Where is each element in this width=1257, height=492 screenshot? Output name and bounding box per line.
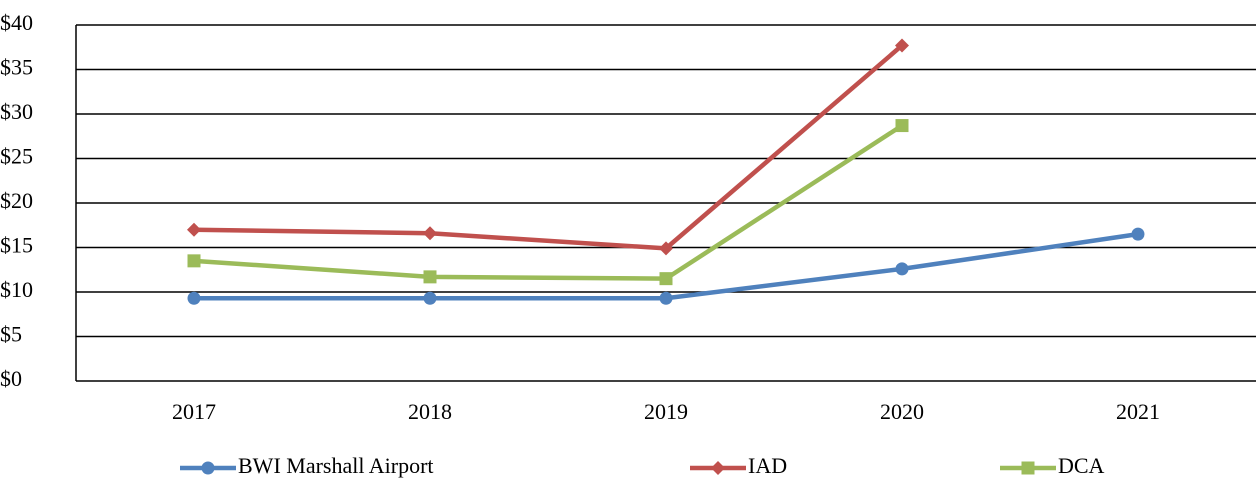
legend-label: DCA — [1058, 453, 1105, 478]
marker — [1021, 461, 1035, 475]
marker — [423, 270, 437, 284]
marker — [711, 461, 725, 475]
marker — [187, 291, 201, 305]
marker — [187, 254, 201, 268]
y-tick-label: $10 — [0, 277, 33, 302]
series-line — [193, 43, 904, 251]
marker — [659, 272, 673, 286]
y-tick-label: $0 — [0, 366, 22, 391]
marker — [895, 38, 909, 53]
marker — [187, 222, 201, 237]
y-tick-label: $15 — [0, 233, 33, 258]
x-tick-label: 2020 — [880, 399, 924, 424]
marker — [423, 226, 437, 241]
marker — [659, 291, 673, 305]
marker — [423, 291, 437, 305]
y-tick-label: $40 — [0, 10, 33, 35]
x-tick-label: 2021 — [1116, 399, 1160, 424]
marker — [201, 461, 215, 475]
marker — [895, 119, 909, 133]
y-tick-label: $25 — [0, 144, 33, 169]
x-tick-label: 2019 — [644, 399, 688, 424]
legend-label: BWI Marshall Airport — [238, 453, 434, 478]
y-tick-label: $35 — [0, 55, 33, 80]
marker — [895, 262, 909, 276]
y-tick-label: $20 — [0, 188, 33, 213]
marker — [659, 241, 673, 256]
x-tick-label: 2017 — [172, 399, 216, 424]
marker — [1131, 227, 1145, 241]
y-tick-label: $5 — [0, 322, 22, 347]
series-line — [193, 123, 904, 281]
y-tick-label: $30 — [0, 99, 33, 124]
legend-label: IAD — [748, 453, 787, 478]
x-tick-label: 2018 — [408, 399, 452, 424]
